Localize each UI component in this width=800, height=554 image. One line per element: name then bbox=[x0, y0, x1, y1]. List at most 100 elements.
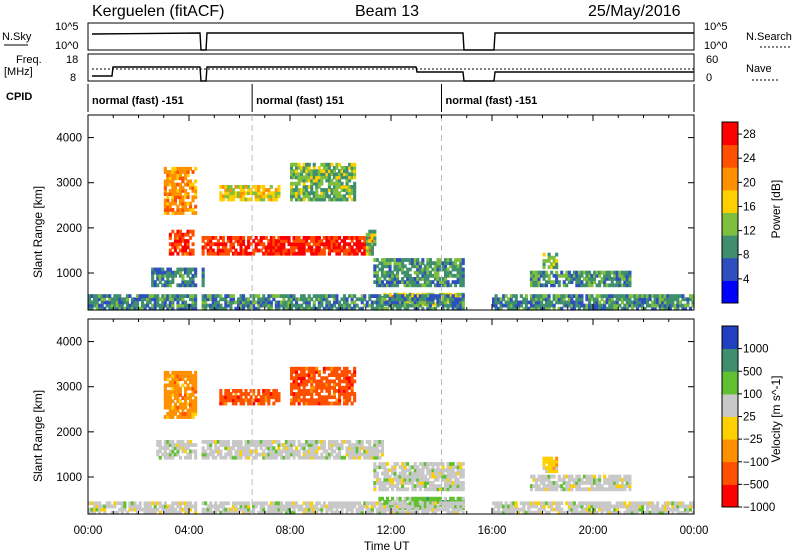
heatmap-cell bbox=[216, 303, 220, 308]
heatmap-cell bbox=[315, 294, 319, 298]
heatmap-cell bbox=[178, 236, 182, 240]
heatmap-cell bbox=[532, 474, 536, 479]
heatmap-cell bbox=[161, 297, 165, 302]
heatmap-cell bbox=[585, 303, 589, 308]
heatmap-cell bbox=[388, 510, 392, 515]
heatmap-cell bbox=[300, 188, 304, 192]
heatmap-cell bbox=[327, 443, 331, 447]
heatmap-cell bbox=[431, 501, 435, 506]
heatmap-cell bbox=[557, 294, 561, 298]
heatmap-cell bbox=[600, 270, 604, 275]
heatmap-cell bbox=[368, 501, 372, 506]
heatmap-cell bbox=[499, 501, 503, 506]
heatmap-cell bbox=[297, 382, 301, 387]
heatmap-cell bbox=[350, 449, 354, 454]
heatmap-cell bbox=[239, 242, 243, 247]
x-tick-label: 00:00 bbox=[680, 525, 709, 537]
heatmap-cell bbox=[249, 294, 253, 298]
heatmap-cell bbox=[605, 294, 609, 298]
heatmap-cell bbox=[509, 294, 513, 298]
heatmap-cell bbox=[151, 510, 155, 515]
heatmap-cell bbox=[90, 294, 94, 298]
heatmap-cell bbox=[383, 297, 387, 302]
heatmap-cell bbox=[542, 456, 546, 461]
heatmap-cell bbox=[226, 188, 230, 192]
heatmap-cell bbox=[610, 481, 614, 485]
heatmap-cell bbox=[158, 306, 162, 311]
heatmap-cell bbox=[575, 510, 579, 515]
heatmap-cell bbox=[459, 465, 463, 470]
heatmap-cell bbox=[242, 401, 246, 406]
heatmap-cell bbox=[550, 265, 554, 270]
heatmap-cell bbox=[391, 507, 395, 512]
heatmap-cell bbox=[365, 236, 369, 240]
heatmap-cell bbox=[191, 211, 195, 215]
heatmap-cell bbox=[226, 236, 230, 240]
heatmap-cell bbox=[355, 251, 359, 256]
heatmap-cell bbox=[274, 510, 278, 515]
heatmap-cell bbox=[229, 395, 233, 400]
heatmap-cell bbox=[661, 297, 665, 302]
heatmap-cell bbox=[570, 300, 574, 305]
heatmap-cell bbox=[242, 197, 246, 202]
heatmap-cell bbox=[555, 300, 559, 305]
heatmap-cell bbox=[171, 270, 175, 275]
heatmap-cell bbox=[461, 294, 465, 298]
heatmap-cell bbox=[156, 270, 160, 275]
heatmap-cell bbox=[570, 306, 574, 311]
heatmap-cell bbox=[413, 474, 417, 479]
heatmap-cell bbox=[350, 294, 354, 298]
heatmap-cell bbox=[194, 204, 198, 209]
heatmap-cell bbox=[534, 477, 538, 482]
heatmap-cell bbox=[307, 446, 311, 451]
heatmap-cell bbox=[340, 446, 344, 451]
heatmap-cell bbox=[340, 392, 344, 396]
heatmap-cell bbox=[302, 188, 306, 192]
heatmap-cell bbox=[146, 300, 150, 305]
heatmap-cell bbox=[176, 251, 180, 256]
heatmap-cell bbox=[353, 443, 357, 447]
heatmap-cell bbox=[446, 465, 450, 470]
heatmap-cell bbox=[585, 487, 589, 492]
heatmap-cell bbox=[433, 510, 437, 515]
heatmap-cell bbox=[307, 370, 311, 374]
heatmap-cell bbox=[322, 172, 326, 177]
heatmap-cell bbox=[110, 306, 114, 311]
heatmap-cell bbox=[277, 188, 281, 192]
heatmap-cell bbox=[290, 401, 294, 406]
heatmap-cell bbox=[219, 236, 223, 240]
heatmap-cell bbox=[620, 273, 624, 278]
heatmap-cell bbox=[322, 443, 326, 447]
heatmap-cell bbox=[401, 487, 405, 492]
heatmap-cell bbox=[532, 273, 536, 278]
heatmap-cell bbox=[181, 239, 185, 243]
heatmap-cell bbox=[224, 194, 228, 199]
heatmap-cell bbox=[194, 306, 198, 311]
heatmap-cell bbox=[226, 501, 230, 506]
heatmap-cell bbox=[431, 507, 435, 512]
heatmap-cell bbox=[380, 449, 384, 454]
heatmap-cell bbox=[168, 408, 172, 413]
heatmap-cell bbox=[211, 440, 215, 444]
heatmap-cell bbox=[423, 277, 427, 281]
y-tick-label: 2000 bbox=[56, 223, 82, 235]
heatmap-cell bbox=[153, 510, 157, 515]
heatmap-cell bbox=[459, 484, 463, 488]
heatmap-cell bbox=[163, 402, 167, 407]
heatmap-cell bbox=[340, 197, 344, 202]
heatmap-cell bbox=[201, 245, 205, 250]
heatmap-cell bbox=[588, 474, 592, 479]
heatmap-cell bbox=[625, 273, 629, 278]
heatmap-cell bbox=[252, 251, 256, 256]
heatmap-cell bbox=[297, 303, 301, 308]
heatmap-cell bbox=[305, 379, 309, 384]
heatmap-cell bbox=[201, 440, 205, 444]
heatmap-cell bbox=[413, 510, 417, 515]
heatmap-cell bbox=[307, 306, 311, 311]
heatmap-cell bbox=[633, 501, 637, 506]
heatmap-cell bbox=[115, 297, 119, 302]
heatmap-cell bbox=[110, 303, 114, 308]
heatmap-cell bbox=[332, 181, 336, 186]
heatmap-cell bbox=[598, 477, 602, 482]
heatmap-cell bbox=[355, 248, 359, 253]
